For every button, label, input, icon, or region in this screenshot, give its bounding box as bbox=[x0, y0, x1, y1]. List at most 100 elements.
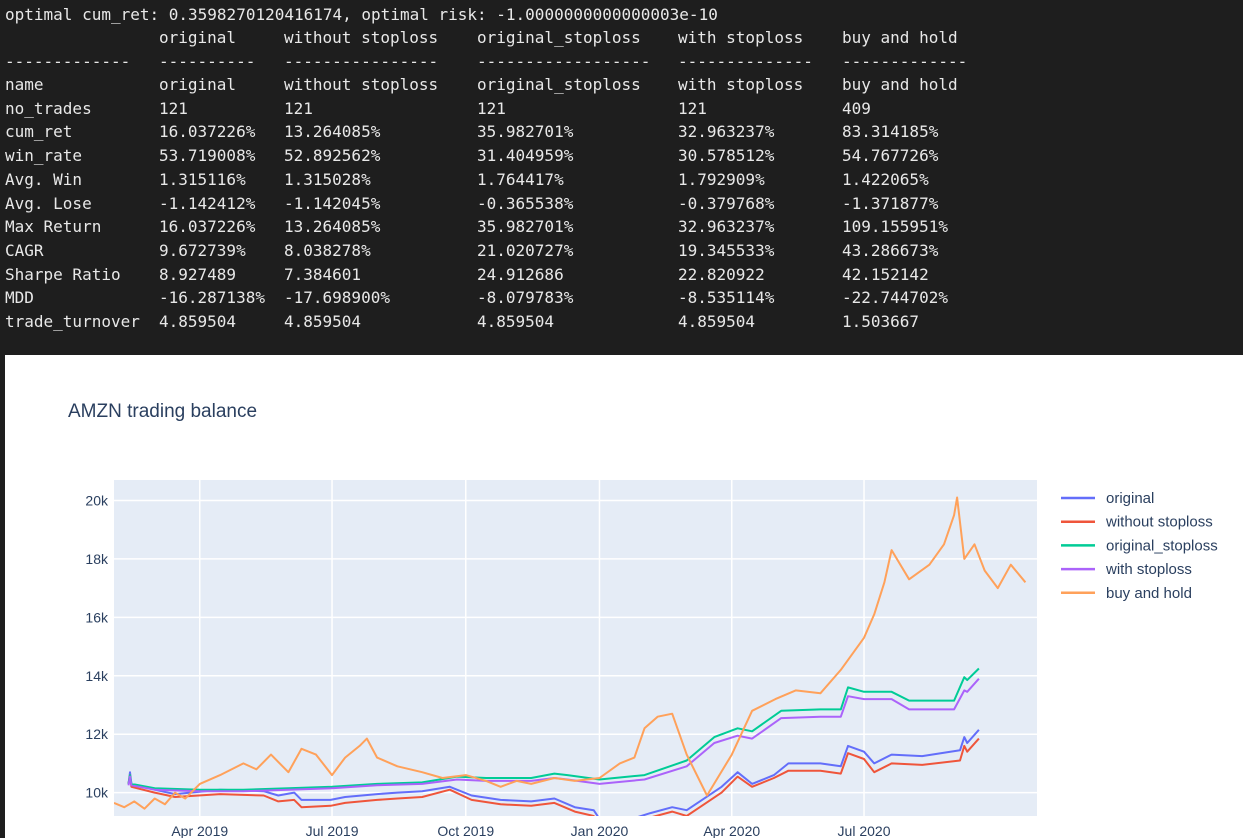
table-cell: -1.142412% bbox=[159, 193, 256, 213]
table-cell: 16.037226% bbox=[159, 217, 256, 237]
legend-label: buy and hold bbox=[1106, 585, 1192, 602]
console-output: optimal cum_ret: 0.3598270120416174, opt… bbox=[0, 0, 1243, 355]
table-cell: 52.892562% bbox=[284, 146, 381, 166]
legend-label: without stoploss bbox=[1105, 514, 1213, 531]
table-cell: with stoploss bbox=[678, 75, 804, 94]
table-cell: -8.535114% bbox=[678, 288, 775, 308]
x-tick-label: Jul 2019 bbox=[306, 823, 359, 838]
table-cell: 19.345533% bbox=[678, 240, 775, 260]
table-cell: 53.719008% bbox=[159, 146, 256, 166]
series-line-3 bbox=[127, 667, 980, 791]
table-cell: 13.264085% bbox=[284, 122, 381, 142]
legend-label: original_stoploss bbox=[1106, 537, 1218, 554]
separator: ------------- bbox=[842, 52, 968, 71]
separator: ---------------- bbox=[284, 52, 439, 71]
legend: original without stoploss original_stoplos… bbox=[1061, 490, 1218, 602]
table-cell: 121 bbox=[678, 98, 707, 118]
table-cell: 16.037226% bbox=[159, 122, 256, 142]
row-label: CAGR bbox=[5, 240, 44, 260]
plot-background bbox=[114, 480, 1037, 816]
table-cell: 121 bbox=[477, 98, 506, 118]
row-label: Max Return bbox=[5, 217, 102, 237]
table-cell: 42.152142 bbox=[842, 264, 929, 284]
table-cell: 21.020727% bbox=[477, 240, 574, 260]
table-cell: 4.859504 bbox=[159, 312, 237, 331]
table-cell: 43.286673% bbox=[842, 240, 939, 260]
row-label: Avg. Win bbox=[5, 169, 83, 189]
column-header: with stoploss bbox=[678, 28, 804, 47]
table-cell: 4.859504 bbox=[284, 312, 362, 331]
table-cell: 32.963237% bbox=[678, 122, 775, 142]
table-cell: 83.314185% bbox=[842, 122, 939, 142]
x-tick-label: Jan 2020 bbox=[571, 823, 629, 838]
row-label: name bbox=[5, 75, 44, 94]
table-cell: 1.503667 bbox=[842, 312, 920, 331]
table-cell: 35.982701% bbox=[477, 217, 574, 237]
row-label: MDD bbox=[5, 288, 34, 308]
row-label: trade_turnover bbox=[5, 312, 140, 331]
y-tick-label: 12k bbox=[85, 726, 109, 742]
row-label: Avg. Lose bbox=[5, 193, 92, 213]
separator: -------------- bbox=[678, 52, 813, 71]
table-cell: without stoploss bbox=[284, 75, 439, 94]
table-cell: 9.672739% bbox=[159, 240, 246, 260]
y-tick-label: 18k bbox=[85, 551, 109, 567]
table-cell: original bbox=[159, 75, 237, 94]
row-label: Sharpe Ratio bbox=[5, 264, 121, 284]
x-tick-label: Oct 2019 bbox=[437, 823, 494, 838]
table-cell: original_stoploss bbox=[477, 75, 641, 94]
separator: ---------- bbox=[159, 52, 256, 71]
table-cell: 1.315116% bbox=[159, 169, 246, 189]
table-cell: 1.792909% bbox=[678, 169, 765, 189]
table-cell: 1.422065% bbox=[842, 169, 929, 189]
console-edge bbox=[0, 355, 5, 838]
y-tick-label: 16k bbox=[85, 609, 109, 625]
chart-svg: AMZN trading balance 10k 12k 14k 16k 18k 20k A… bbox=[68, 401, 1218, 838]
series-line-5 bbox=[114, 496, 1027, 810]
table-cell: 30.578512% bbox=[678, 146, 775, 166]
column-header: original_stoploss bbox=[477, 28, 641, 47]
table-cell: -8.079783% bbox=[477, 288, 574, 308]
row-label: no_trades bbox=[5, 98, 92, 118]
row-label: win_rate bbox=[5, 146, 83, 166]
x-tick-label: Apr 2020 bbox=[703, 823, 760, 838]
table-cell: 22.820922 bbox=[678, 264, 765, 284]
table-cell: -0.379768% bbox=[678, 193, 775, 213]
column-header: without stoploss bbox=[284, 28, 439, 47]
table-cell: -1.371877% bbox=[842, 193, 939, 213]
y-tick-label: 14k bbox=[85, 668, 109, 684]
table-cell: 121 bbox=[159, 98, 188, 118]
table-cell: 1.315028% bbox=[284, 169, 371, 189]
table-cell: -16.287138% bbox=[159, 288, 265, 308]
table-cell: 8.038278% bbox=[284, 240, 371, 260]
legend-label: with stoploss bbox=[1105, 561, 1192, 578]
table-cell: 1.764417% bbox=[477, 169, 564, 189]
table-cell: buy and hold bbox=[842, 75, 958, 94]
table-cell: 7.384601 bbox=[284, 264, 362, 284]
table-cell: 54.767726% bbox=[842, 146, 939, 166]
series-line-1 bbox=[127, 729, 980, 816]
table-cell: 121 bbox=[284, 98, 313, 118]
y-tick-label: 10k bbox=[85, 785, 109, 801]
plotly-chart: AMZN trading balance 10k 12k 14k 16k 18k 20k A… bbox=[5, 355, 1243, 838]
column-header: original bbox=[159, 28, 237, 47]
separator: ------------- bbox=[5, 52, 131, 71]
table-cell: 4.859504 bbox=[678, 312, 756, 331]
table-cell: -22.744702% bbox=[842, 288, 948, 308]
series-line-4 bbox=[127, 678, 980, 793]
table-cell: 8.927489 bbox=[159, 264, 237, 284]
table-cell: 31.404959% bbox=[477, 146, 574, 166]
x-tick-label: Jul 2020 bbox=[838, 823, 891, 838]
table-cell: 4.859504 bbox=[477, 312, 555, 331]
table-cell: -17.698900% bbox=[284, 288, 390, 308]
separator: ------------------ bbox=[477, 52, 651, 71]
table-cell: -1.142045% bbox=[284, 193, 381, 213]
table-cell: -0.365538% bbox=[477, 193, 574, 213]
table-cell: 32.963237% bbox=[678, 217, 775, 237]
table-cell: 409 bbox=[842, 98, 871, 118]
table-cell: 24.912686 bbox=[477, 264, 564, 284]
table-cell: 35.982701% bbox=[477, 122, 574, 142]
x-tick-label: Apr 2019 bbox=[171, 823, 228, 838]
table-cell: 13.264085% bbox=[284, 217, 381, 237]
legend-label: original bbox=[1106, 490, 1154, 507]
